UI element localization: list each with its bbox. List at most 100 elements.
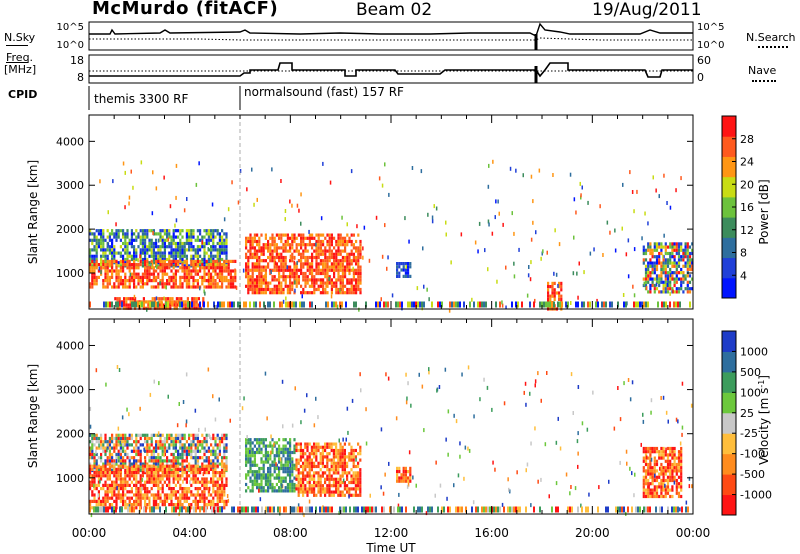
heatmap-speckle — [270, 450, 272, 455]
heatmap-cell — [660, 462, 663, 467]
heatmap-cell — [642, 488, 645, 492]
heatmap-cell — [286, 463, 289, 467]
heatmap-cell — [278, 473, 281, 477]
heatmap-cell — [201, 490, 204, 494]
heatmap-cell — [172, 259, 175, 263]
heatmap-cell — [269, 463, 272, 467]
heatmap-cell — [330, 243, 333, 247]
heatmap-speckle — [460, 232, 463, 237]
heatmap-cell — [144, 487, 147, 491]
heatmap-cell — [108, 245, 111, 249]
heatmap-cell — [355, 287, 358, 292]
heatmap-cell — [214, 449, 217, 453]
heatmap-cell — [280, 291, 283, 295]
heatmap-cell — [253, 438, 256, 442]
heatmap-cell — [284, 284, 287, 288]
heatmap-cell — [141, 245, 144, 249]
heatmap-cell — [651, 472, 654, 476]
heatmap-cell — [157, 245, 160, 249]
heatmap-cell — [137, 263, 140, 267]
heatmap-cell — [262, 454, 265, 458]
heatmap-cell — [289, 291, 292, 295]
heatmap-cell — [163, 503, 166, 507]
heatmap-cell — [161, 503, 164, 507]
heatmap-cell — [339, 233, 342, 237]
heatmap-cell — [655, 277, 659, 281]
heatmap-cell — [258, 284, 261, 288]
heatmap-cell — [146, 245, 149, 249]
heatmap-cell — [181, 263, 184, 267]
heatmap-cell — [100, 440, 103, 444]
heatmap-cell — [108, 446, 111, 450]
heatmap-cell — [192, 443, 195, 447]
heatmap-cell — [221, 468, 224, 473]
heatmap-cell — [185, 232, 188, 236]
heatmap-speckle — [282, 424, 284, 429]
heatmap-cell — [647, 267, 650, 272]
heatmap-cell — [225, 433, 228, 437]
heatmap-cell — [355, 246, 358, 250]
heatmap-cell — [655, 475, 659, 479]
heatmap-cell — [104, 272, 107, 276]
heatmap-cell — [669, 494, 672, 499]
heatmap-speckle — [132, 185, 134, 190]
heatmap-cell — [106, 257, 109, 262]
heatmap-cell — [315, 259, 318, 263]
heatmap-cell — [148, 477, 151, 481]
heatmap-cell — [173, 300, 176, 304]
heatmap-cell — [686, 248, 689, 252]
heatmap-cell — [664, 271, 667, 275]
heatmap-speckle — [300, 221, 302, 226]
heatmap-cell — [174, 279, 177, 283]
heatmap-cell — [199, 232, 202, 236]
heatmap-cell — [289, 275, 292, 279]
heatmap-cell — [183, 506, 186, 510]
heatmap-cell — [223, 269, 226, 273]
heatmap-cell — [642, 258, 645, 262]
heatmap-cell — [308, 233, 311, 237]
heatmap-cell — [308, 468, 311, 472]
heatmap-cell — [245, 457, 248, 461]
heatmap-cell — [212, 496, 215, 500]
heatmap-cell — [326, 278, 329, 282]
heatmap-cell — [221, 456, 224, 460]
heatmap-cell — [337, 243, 340, 247]
heatmap-cell — [142, 297, 145, 301]
heatmap-cell — [555, 291, 558, 295]
heatmap-cell — [669, 242, 672, 246]
heatmap-cell — [669, 450, 672, 454]
heatmap-cell — [308, 442, 311, 446]
heatmap-cell — [558, 294, 561, 298]
heatmap-cell — [289, 265, 292, 269]
heatmap-cell — [91, 440, 94, 444]
heatmap-cell — [647, 446, 650, 451]
heatmap-cell — [172, 490, 175, 494]
heatmap-cell — [280, 246, 283, 250]
freq-ytick-bottom: 8 — [77, 71, 84, 84]
heatmap-cell — [297, 442, 300, 446]
heatmap-cell — [249, 278, 252, 282]
heatmap-speckle — [203, 289, 205, 294]
heatmap-cell — [335, 252, 338, 256]
heatmap-cell — [212, 279, 215, 283]
heatmap-cell — [108, 259, 111, 263]
heatmap-cell — [271, 463, 274, 467]
heatmap-cell — [155, 251, 158, 255]
heatmap-cell — [662, 290, 665, 294]
heatmap-cell — [124, 459, 127, 463]
heatmap-cell — [225, 235, 228, 239]
heatmap-speckle — [308, 229, 310, 234]
heatmap-cell — [333, 246, 336, 250]
heatmap-cell — [181, 261, 184, 265]
heatmap-cell — [651, 488, 654, 492]
heatmap-cell — [324, 480, 327, 485]
heatmap-cell — [221, 474, 224, 478]
heatmap-cell — [328, 474, 331, 478]
heatmap-speckle — [329, 180, 332, 185]
heatmap-cell — [677, 271, 681, 275]
heatmap-speckle — [395, 416, 398, 421]
heatmap-cell — [216, 251, 219, 255]
heatmap-cell — [212, 490, 215, 494]
heatmap-cell — [179, 456, 182, 460]
heatmap-cell — [179, 443, 182, 447]
